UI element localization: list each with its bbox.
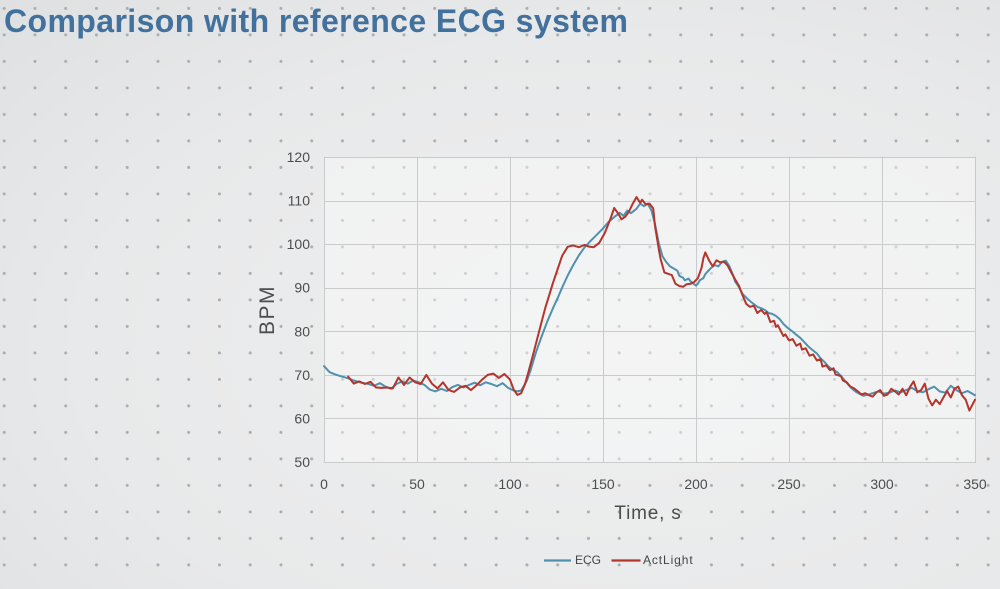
svg-text:100: 100 [498,476,522,492]
svg-text:60: 60 [294,410,310,426]
svg-text:80: 80 [294,323,310,339]
svg-text:0: 0 [320,476,328,492]
svg-text:110: 110 [288,193,311,209]
svg-text:Time, s: Time, s [614,503,681,524]
svg-text:120: 120 [287,149,311,165]
svg-text:BPM: BPM [256,285,279,335]
svg-text:90: 90 [294,280,310,296]
svg-text:300: 300 [870,476,894,492]
svg-text:100: 100 [287,236,311,252]
svg-text:150: 150 [591,476,615,492]
svg-text:Comparison with reference ECG: Comparison with reference ECG system [4,3,628,39]
svg-text:50: 50 [294,454,310,470]
svg-text:70: 70 [294,367,310,383]
svg-text:ECG: ECG [575,553,601,567]
svg-text:ActLight: ActLight [643,553,694,567]
svg-text:250: 250 [777,476,801,492]
svg-text:50: 50 [409,476,425,492]
svg-text:200: 200 [684,476,708,492]
svg-text:350: 350 [963,476,987,492]
